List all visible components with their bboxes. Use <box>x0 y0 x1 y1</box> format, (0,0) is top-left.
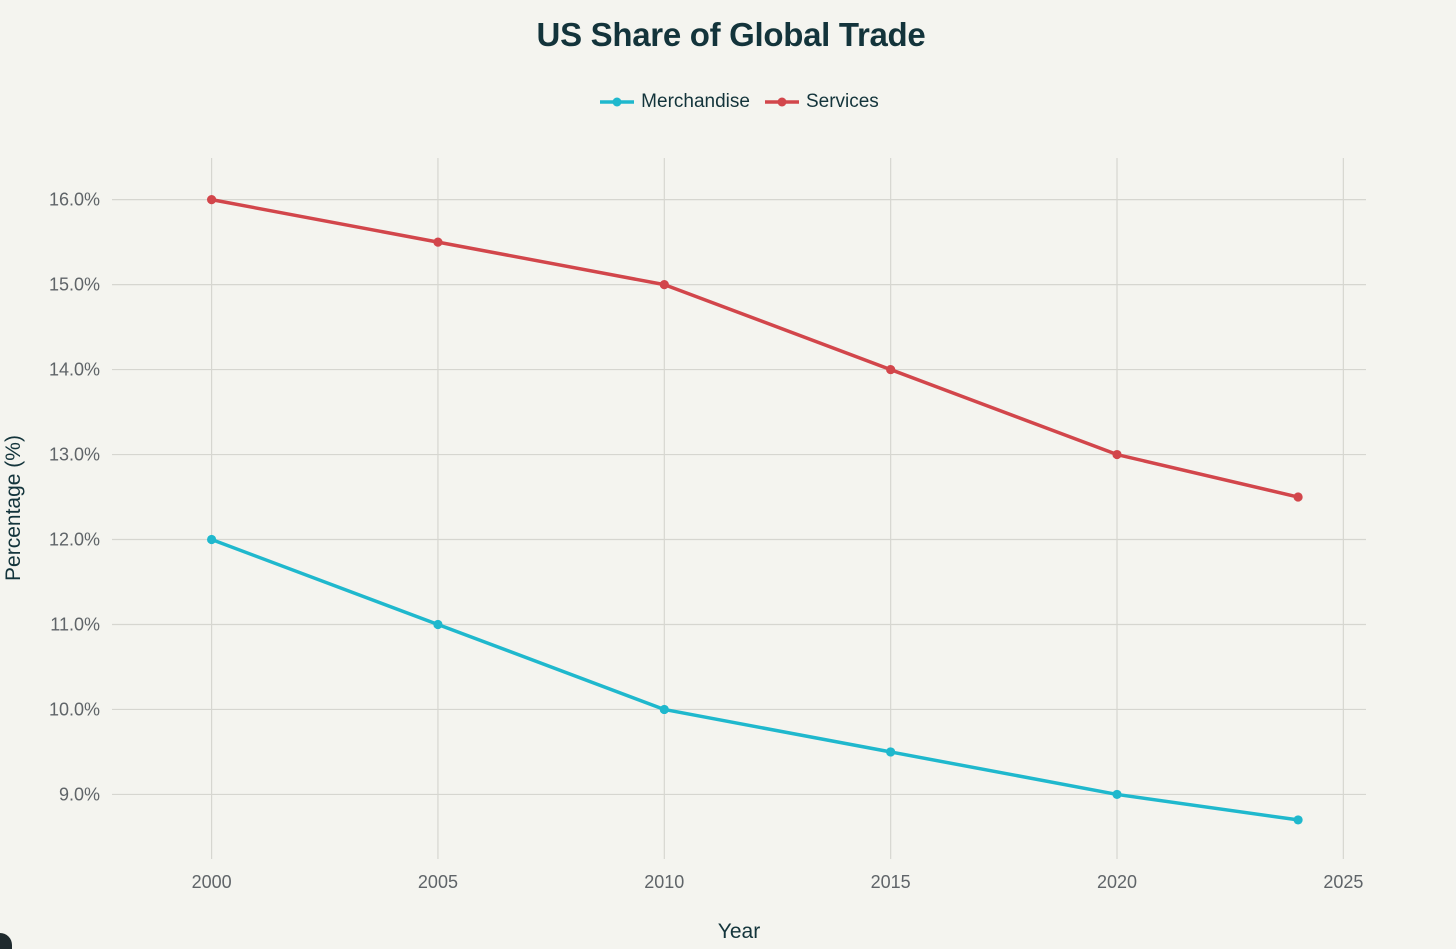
y-axis-title: Percentage (%) <box>2 435 25 581</box>
series-line-merchandise[interactable] <box>209 537 1300 822</box>
x-axis-title: Year <box>718 920 760 943</box>
y-tick-label: 10.0% <box>49 699 100 719</box>
y-tick-label: 16.0% <box>49 190 100 210</box>
x-tick-label: 2000 <box>192 872 232 892</box>
y-axis-ticks: 9.0% 10.0% 11.0% 12.0% 13.0% 14.0% 15.0% 16.0% <box>49 190 100 805</box>
data-point-services[interactable] <box>659 280 669 290</box>
data-point-services[interactable] <box>433 237 443 247</box>
y-tick-label: 9.0% <box>59 784 100 804</box>
grid <box>112 158 1366 859</box>
data-point-merchandise[interactable] <box>206 534 217 545</box>
data-point-merchandise[interactable] <box>886 747 896 757</box>
legend-item-merchandise[interactable]: Merchandise <box>599 91 750 113</box>
x-tick-label: 2015 <box>871 872 911 892</box>
data-point-services[interactable] <box>886 364 896 375</box>
y-tick-label: 15.0% <box>49 275 100 295</box>
legend-item-services[interactable]: Services <box>764 91 879 113</box>
legend-label-services: Services <box>805 91 879 112</box>
series <box>206 195 1303 825</box>
x-tick-label: 2025 <box>1323 872 1363 892</box>
legend-swatch-merchandise <box>600 97 635 107</box>
y-tick-label: 11.0% <box>50 614 100 634</box>
data-point-merchandise[interactable] <box>1112 789 1122 800</box>
legend: Merchandise Services <box>0 91 1456 113</box>
data-point-merchandise[interactable] <box>659 704 669 715</box>
legend-label-merchandise: Merchandise <box>641 91 750 112</box>
x-tick-label: 2010 <box>644 872 684 892</box>
x-tick-label: 2005 <box>418 872 458 892</box>
data-point-merchandise[interactable] <box>1293 815 1303 825</box>
data-point-services[interactable] <box>1112 449 1122 460</box>
data-point-merchandise[interactable] <box>433 619 443 630</box>
data-point-services[interactable] <box>1293 492 1303 502</box>
y-tick-label: 13.0% <box>49 445 100 465</box>
data-point-services[interactable] <box>206 195 217 205</box>
y-tick-label: 12.0% <box>49 530 100 550</box>
legend-swatch-services <box>764 97 799 107</box>
series-line-services[interactable] <box>209 197 1300 499</box>
window-corner <box>0 933 12 949</box>
chart-title: US Share of Global Trade <box>536 16 926 53</box>
x-axis-ticks: 2000 2005 2010 2015 2020 2025 <box>192 872 1364 892</box>
y-tick-label: 14.0% <box>49 360 100 380</box>
x-tick-label: 2020 <box>1097 872 1137 892</box>
